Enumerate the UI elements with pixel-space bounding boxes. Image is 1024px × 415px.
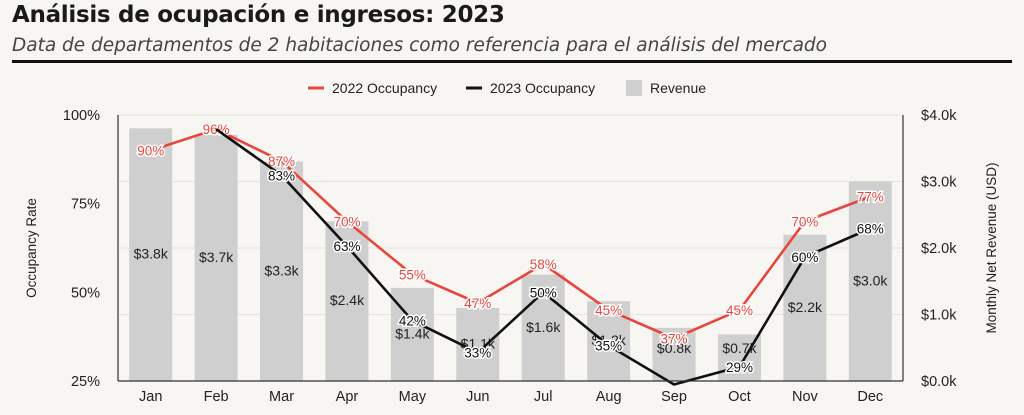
occ2023-label-apr: 63%: [333, 239, 360, 254]
occ2023-label-oct: 29%: [726, 360, 753, 375]
occ2022-label-nov: 70%: [791, 214, 818, 229]
chart-title: Análisis de ocupación e ingresos: 2023: [12, 2, 505, 28]
revenue-label-mar: $3.3k: [264, 262, 299, 278]
revenue-labels: $3.8k $3.7k$3.3k$2.4k$1.4k$1.1k$1.6k$1.2k…: [134, 246, 889, 356]
occ2022-label-aug: 45%: [595, 303, 622, 318]
revenue-label-may: $1.4k: [395, 325, 430, 341]
revenue-bar-mar: [260, 161, 304, 381]
occ2022-label-oct: 45%: [726, 303, 753, 318]
legend-label-2023-occupancy: 2023 Occupancy: [490, 80, 595, 96]
revenue-label-jul: $1.6k: [526, 319, 561, 335]
left-tick-label: 100%: [63, 108, 100, 124]
occ2022-label-mar: 87%: [268, 154, 295, 169]
occ2023-label-dec: 68%: [857, 221, 884, 236]
occ2023-label-aug: 35%: [595, 339, 622, 354]
chart-subtitle: Data de departamentos de 2 habitaciones …: [12, 35, 827, 56]
occ2022-label-may: 55%: [399, 268, 426, 283]
revenue-label-feb: $3.7k: [199, 249, 234, 265]
left-tick-label: 25%: [71, 374, 100, 390]
left-tick-label: 75%: [71, 197, 100, 213]
x-tick-label: May: [399, 389, 427, 405]
revenue-label-apr: $2.4k: [330, 292, 365, 308]
x-tick-label: Jan: [139, 389, 162, 405]
legend-label-2022-occupancy: 2022 Occupancy: [332, 80, 437, 96]
legend-swatch-revenue: [626, 80, 642, 96]
occ2023-label-may: 42%: [399, 314, 426, 329]
right-tick-label: $2.0k: [921, 241, 957, 257]
line-2023: 83% 63% 42% 33% 50% 35% 29% 60% 68%: [215, 128, 885, 386]
revenue-bar-jan: [129, 128, 173, 381]
revenue-label-aug: $1.2k: [592, 332, 627, 348]
revenue-label-dec: $3.0k: [853, 272, 888, 288]
occ2022-label-sep: 37%: [661, 331, 688, 346]
revenue-bar-sep: [652, 327, 696, 381]
occ2023-label-jun: 33%: [464, 346, 491, 361]
x-tick-label: Sep: [661, 389, 687, 405]
x-tick-label: Dec: [857, 389, 883, 405]
occ2022-label-apr: 70%: [333, 214, 360, 229]
right-tick-label: $0.0k: [921, 374, 957, 390]
x-tick-label: Feb: [204, 389, 229, 405]
revenue-bars: [129, 128, 892, 381]
revenue-bar-aug: [587, 301, 631, 381]
left-tick-label: 50%: [71, 285, 100, 301]
occ2023-label-nov: 60%: [791, 250, 818, 265]
x-tick-label: Oct: [728, 389, 751, 405]
right-tick-label: $4.0k: [921, 108, 957, 124]
title-divider: [12, 60, 1012, 63]
revenue-label-sep: $0.8k: [657, 340, 692, 356]
occ2022-label-dec: 77%: [857, 190, 884, 205]
x-tick-label: Jul: [534, 389, 553, 405]
right-tick-label: $3.0k: [921, 175, 957, 191]
legend: 2022 Occupancy 2023 Occupancy Revenue: [308, 80, 706, 96]
revenue-bar-feb: [194, 134, 238, 381]
revenue-bar-dec: [848, 181, 892, 381]
x-tick-label: Apr: [336, 389, 359, 405]
occ2023-line: [215, 128, 871, 386]
legend-label-revenue: Revenue: [650, 80, 706, 96]
x-tick-label: Jun: [466, 389, 489, 405]
revenue-label-jan: $3.8k: [134, 246, 169, 262]
right-tick-label: $1.0k: [921, 308, 957, 324]
revenue-label-nov: $2.2k: [788, 299, 823, 315]
axes: 25% 50% 75% 100% $0.0k $1.0k $2.0k $3.0k $4.0k Ja…: [24, 108, 999, 405]
right-axis-title: Monthly Net Revenue (USD): [984, 162, 999, 333]
x-tick-label: Nov: [792, 389, 819, 405]
x-tick-label: Mar: [269, 389, 294, 405]
occ2022-label-jun: 47%: [464, 296, 491, 311]
line-2022: 90%96%87%70%55%47%58%45%37%45%70%77%: [136, 121, 886, 348]
occ2023-label-jul: 50%: [530, 285, 557, 300]
occ2022-label-jan: 90%: [137, 143, 164, 158]
revenue-label-oct: $0.7k: [722, 340, 757, 356]
occ2022-line: [150, 127, 871, 340]
occ2022-label-jul: 58%: [530, 257, 557, 272]
left-axis-title: Occupancy Rate: [24, 198, 39, 298]
occ2023-label-mar: 83%: [268, 168, 295, 183]
x-tick-label: Aug: [596, 389, 622, 405]
